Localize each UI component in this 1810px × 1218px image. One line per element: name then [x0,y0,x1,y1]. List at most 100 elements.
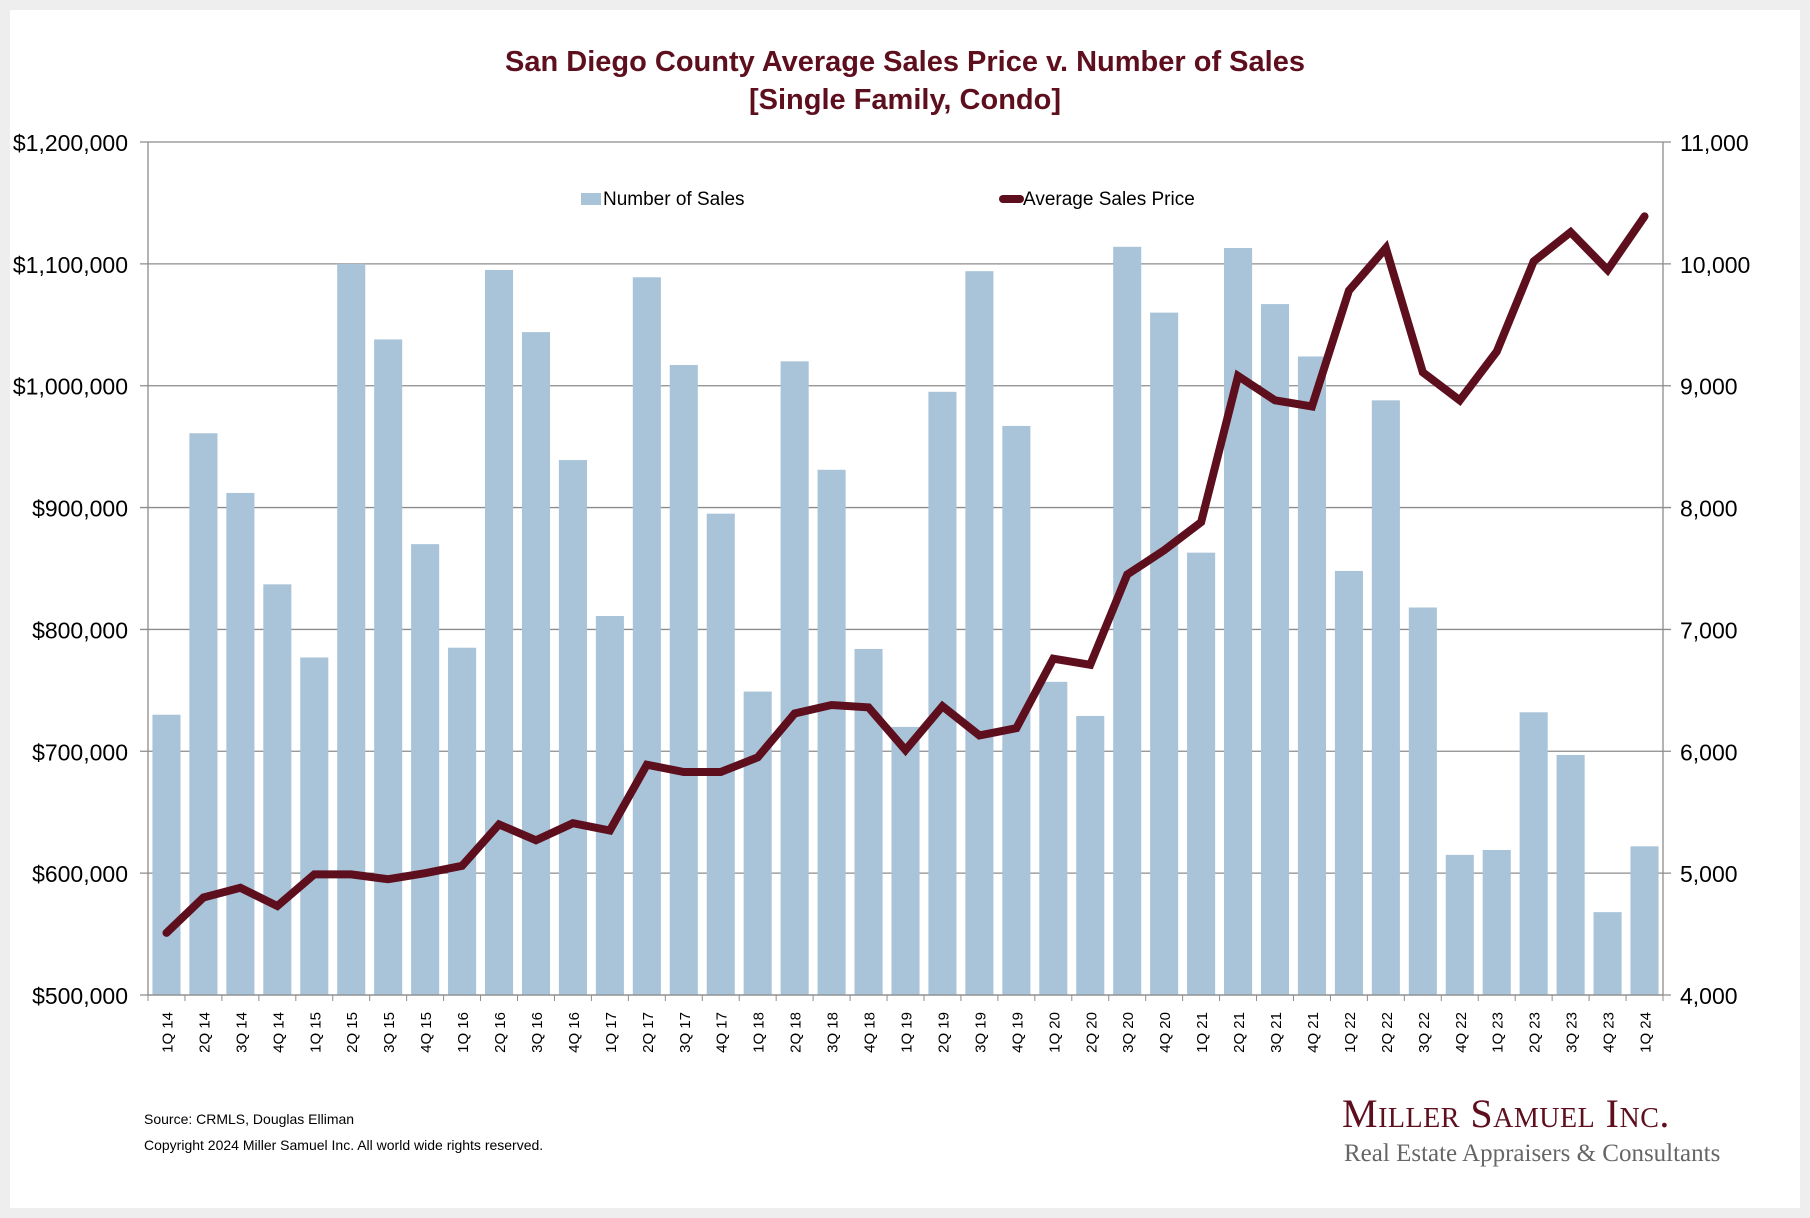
bar-number-of-sales [226,492,255,995]
bar-number-of-sales [1187,552,1216,995]
bar-number-of-sales [743,691,772,995]
company-logo-name: Miller Samuel Inc. [1342,1091,1670,1136]
bar-number-of-sales [152,714,181,995]
x-tick-label: 4Q 18 [862,1012,879,1053]
x-tick-label: 1Q 21 [1194,1012,1211,1053]
right-axis-tick-label: 10,000 [1680,252,1750,278]
bar-number-of-sales [484,269,514,995]
right-axis-tick-label: 8,000 [1680,496,1738,522]
bar-number-of-sales [1445,854,1474,995]
x-tick-label: 4Q 14 [270,1012,287,1053]
x-tick-label: 2Q 22 [1379,1012,1396,1053]
source-note: Source: CRMLS, Douglas Elliman [144,1111,355,1127]
x-tick-label: 2Q 15 [344,1012,361,1053]
bar-number-of-sales [1519,712,1548,995]
bar-number-of-sales [448,647,477,995]
x-tick-label: 2Q 17 [640,1012,657,1053]
right-axis-tick-label: 6,000 [1680,739,1738,765]
right-axis-tick-label: 7,000 [1680,617,1738,643]
right-axis-tick-label: 11,000 [1680,130,1749,156]
x-tick-label: 4Q 16 [566,1012,583,1053]
bar-number-of-sales [1593,912,1622,995]
x-tick-label: 1Q 14 [159,1012,176,1053]
x-tick-label: 1Q 15 [307,1012,324,1053]
x-tick-label: 2Q 23 [1527,1012,1544,1053]
x-tick-label: 2Q 18 [788,1012,805,1053]
left-axis-tick-label: $700,000 [32,739,128,765]
bar-number-of-sales [1408,607,1437,995]
right-axis-tick-label: 5,000 [1680,861,1738,887]
bar-number-of-sales [669,364,698,996]
x-tick-label: 1Q 17 [603,1012,620,1053]
x-tick-label: 3Q 23 [1564,1012,1581,1053]
left-axis-tick-label: $800,000 [32,617,128,643]
bar-number-of-sales [595,616,624,995]
bar-number-of-sales [891,726,920,995]
left-axis-tick-label: $1,000,000 [13,374,128,400]
right-axis-tick-label: 9,000 [1680,374,1738,400]
x-tick-label: 1Q 24 [1638,1012,1655,1053]
bar-number-of-sales [1556,754,1585,995]
chart-subtitle: [Single Family, Condo] [748,84,1062,116]
bar-number-of-sales [374,339,403,995]
bar-number-of-sales [1260,304,1290,995]
bar-number-of-sales [263,584,292,995]
legend-swatch-number-of-sales [581,193,601,205]
bar-number-of-sales [1482,849,1511,995]
x-tick-label: 3Q 19 [972,1012,989,1053]
left-axis-tick-label: $1,200,000 [13,130,128,156]
bar-number-of-sales [1113,246,1142,996]
x-tick-label: 4Q 21 [1305,1012,1322,1053]
bar-number-of-sales [706,513,735,995]
legend-label-average-sales-price: Average Sales Price [1023,189,1195,210]
x-tick-label: 3Q 20 [1120,1012,1137,1053]
bar-number-of-sales [1076,715,1105,995]
x-tick-label: 3Q 21 [1268,1012,1285,1053]
bar-number-of-sales [928,391,957,995]
x-tick-label: 4Q 17 [714,1012,731,1053]
bar-number-of-sales [1371,400,1400,995]
x-tick-label: 3Q 15 [381,1012,398,1053]
x-tick-label: 3Q 22 [1416,1012,1433,1053]
bar-number-of-sales [1039,681,1068,995]
bar-number-of-sales [965,271,994,995]
x-tick-label: 3Q 18 [825,1012,842,1053]
copyright-note: Copyright 2024 Miller Samuel Inc. All wo… [144,1137,544,1153]
bar-number-of-sales [632,277,661,995]
x-tick-label: 1Q 16 [455,1012,472,1053]
chart-card [10,10,1800,1208]
bar-number-of-sales [780,361,809,995]
bar-number-of-sales [854,648,883,995]
bar-number-of-sales [1630,846,1659,995]
x-tick-label: 3Q 16 [529,1012,546,1053]
x-tick-label: 1Q 22 [1342,1012,1359,1053]
chart-title: San Diego County Average Sales Price v. … [505,46,1305,78]
x-tick-label: 1Q 23 [1490,1012,1507,1053]
x-tick-label: 2Q 14 [196,1012,213,1053]
bar-number-of-sales [1224,248,1253,995]
company-logo-tagline: Real Estate Appraisers & Consultants [1344,1140,1721,1167]
x-tick-label: 3Q 14 [233,1012,250,1053]
bar-number-of-sales [1297,356,1327,995]
x-tick-label: 2Q 21 [1231,1012,1248,1053]
bar-number-of-sales [817,469,846,995]
bar-number-of-sales [411,544,440,995]
x-tick-label: 4Q 19 [1009,1012,1026,1053]
x-tick-label: 4Q 20 [1157,1012,1174,1053]
left-axis-tick-label: $500,000 [32,983,128,1009]
x-tick-label: 4Q 23 [1601,1012,1618,1053]
x-tick-label: 2Q 20 [1083,1012,1100,1053]
left-axis-tick-label: $600,000 [32,861,128,887]
x-tick-label: 4Q 15 [418,1012,435,1053]
right-axis-tick-label: 4,000 [1680,983,1738,1009]
x-tick-label: 1Q 19 [899,1012,916,1053]
legend-label-number-of-sales: Number of Sales [603,189,745,210]
x-tick-label: 1Q 18 [751,1012,768,1053]
x-tick-label: 2Q 19 [935,1012,952,1053]
left-axis-tick-label: $1,100,000 [13,252,128,278]
bar-number-of-sales [558,460,587,996]
bar-number-of-sales [1150,312,1179,996]
bar-number-of-sales [521,332,551,995]
x-tick-label: 2Q 16 [492,1012,509,1053]
